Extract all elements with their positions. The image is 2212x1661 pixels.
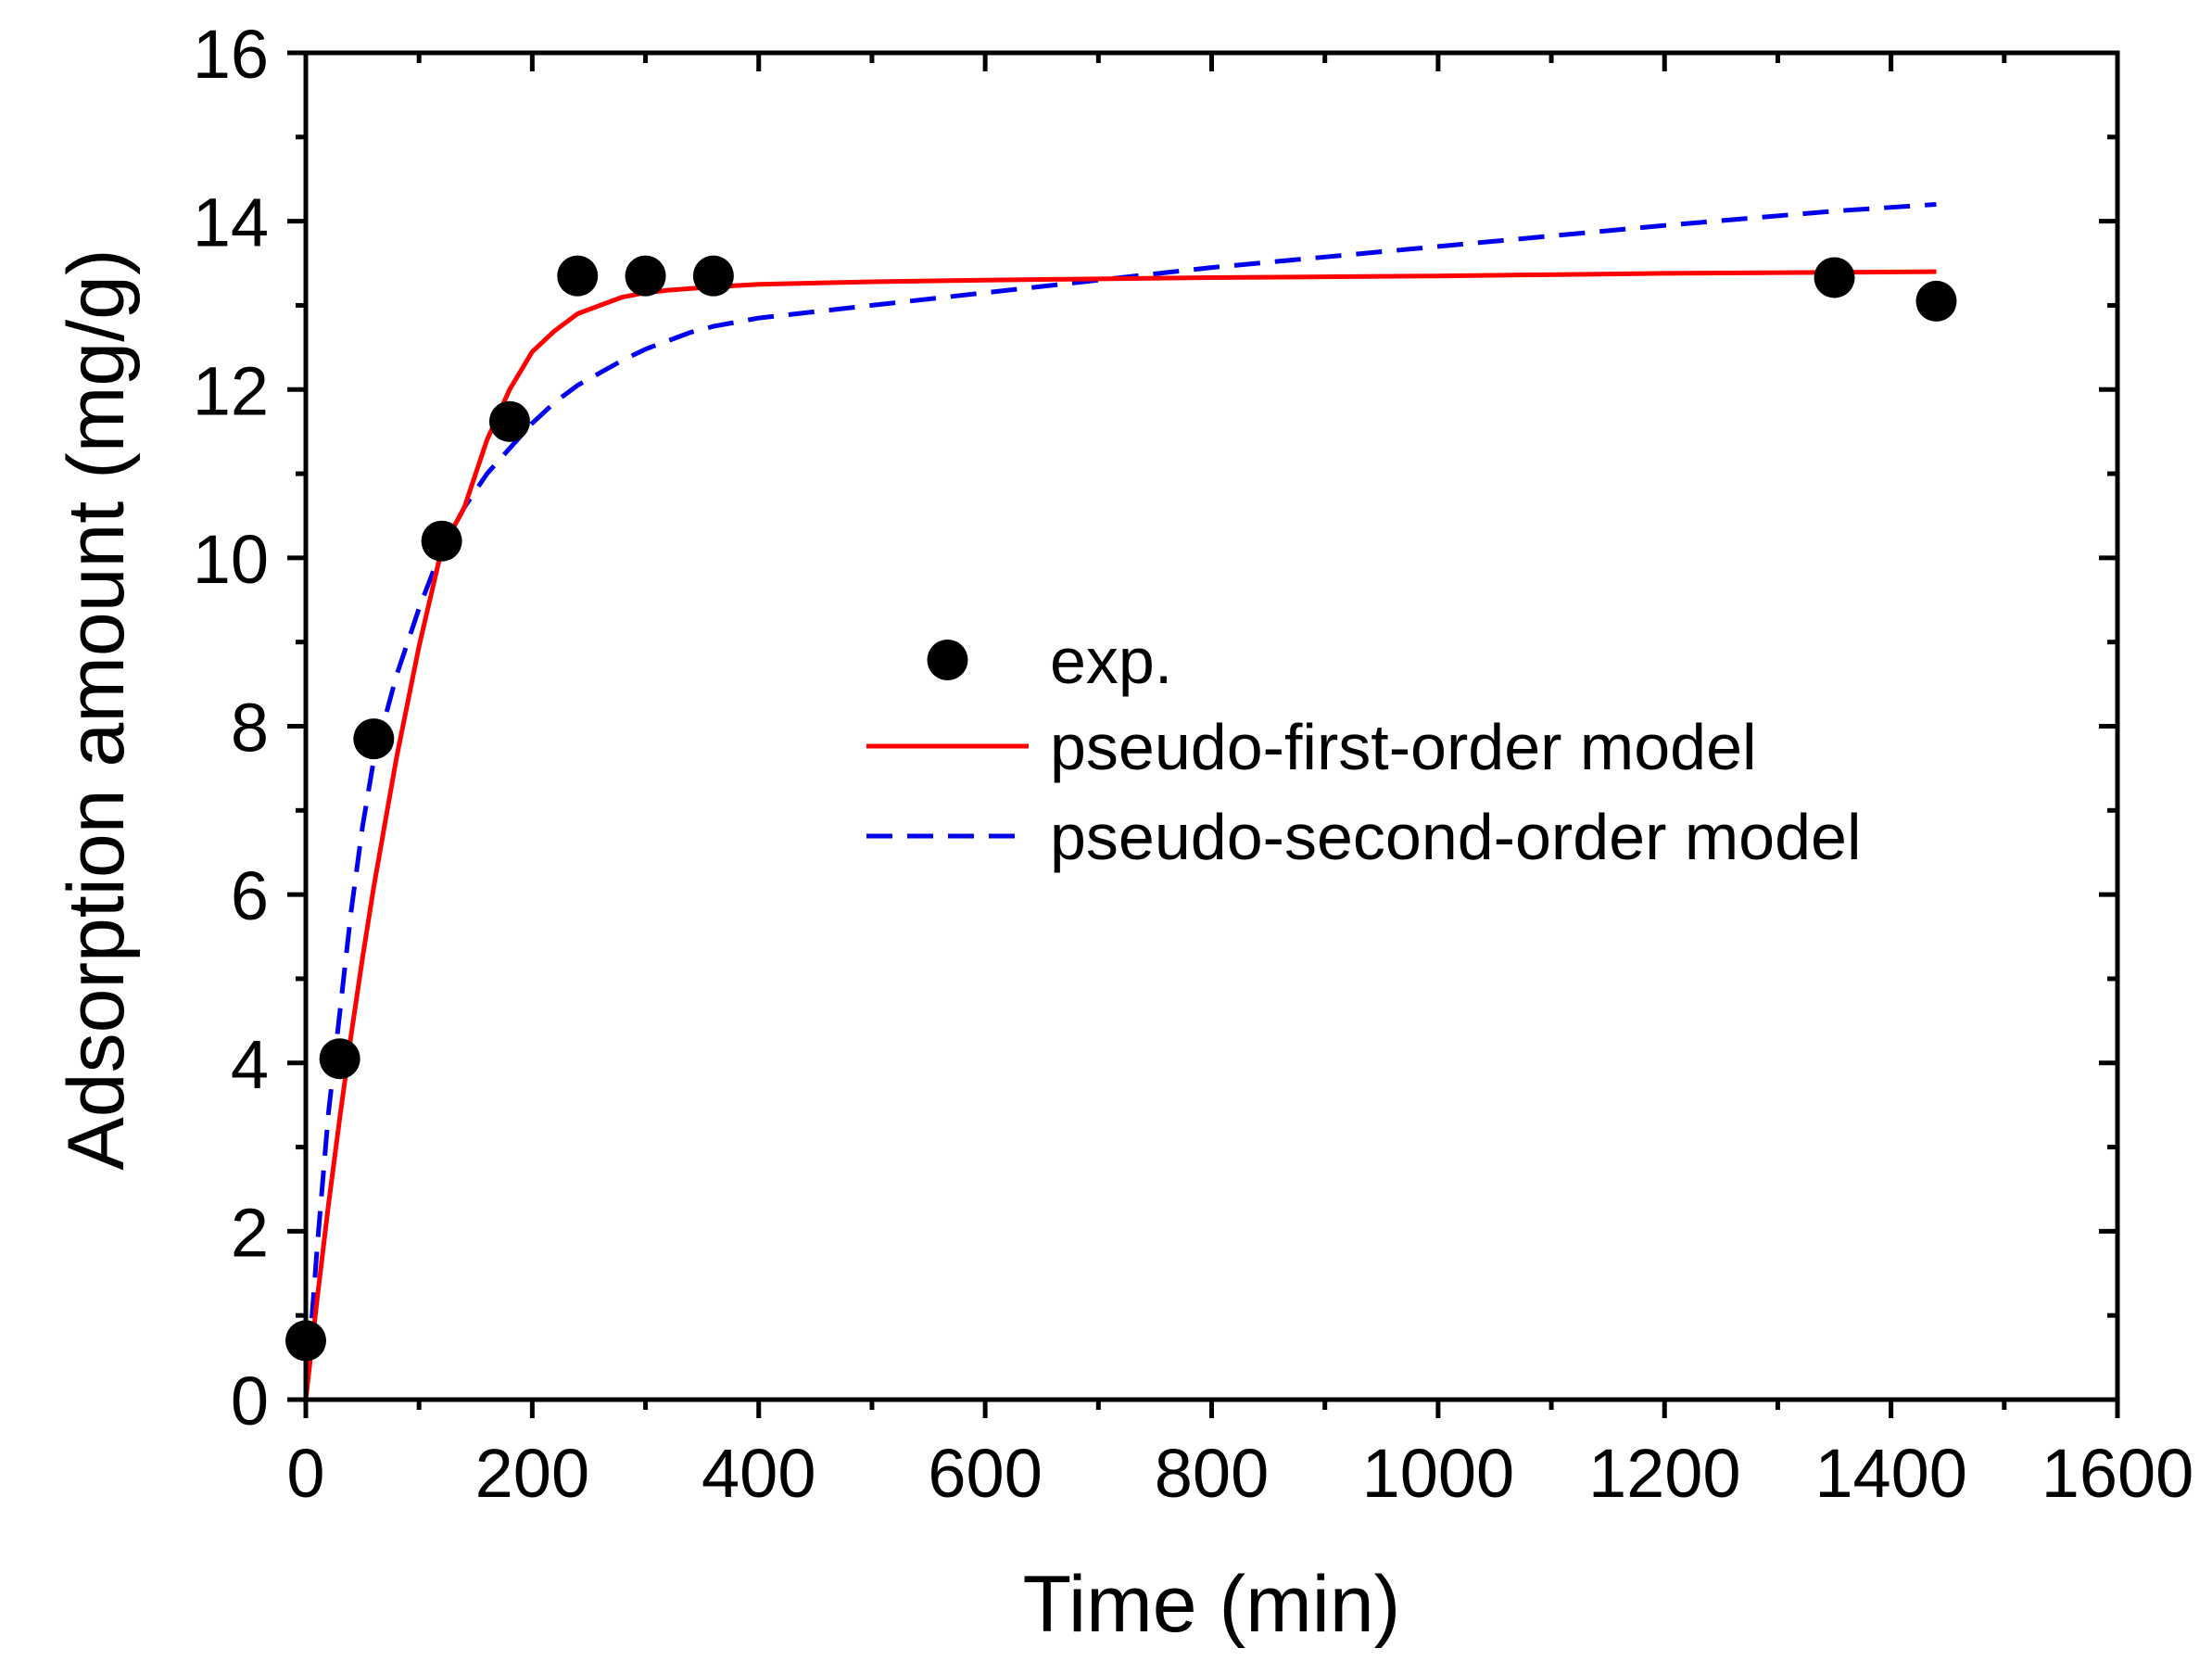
data-point-exp: [625, 255, 666, 297]
legend-label-pseudo-first-order: pseudo-first-order model: [1050, 711, 1757, 783]
data-point-exp: [488, 400, 530, 442]
data-point-exp: [353, 718, 395, 760]
x-tick-label: 0: [286, 1435, 324, 1512]
y-tick-label: 10: [193, 521, 269, 598]
data-point-exp: [319, 1038, 360, 1080]
legend-label-pseudo-second-order: pseudo-second-order model: [1050, 801, 1862, 873]
x-tick-label: 200: [475, 1435, 589, 1512]
legend: exp. pseudo-first-order model pseudo-sec…: [866, 625, 1862, 873]
data-point-exp: [1814, 257, 1855, 298]
data-point-exp: [1915, 280, 1957, 322]
legend-label-exp: exp.: [1050, 625, 1172, 697]
x-tick-label: 800: [1155, 1435, 1269, 1512]
ticks-layer: 0 200 400 600 800 1000 1200 1400 1600 0 2 4 6 8 10 12 14…: [193, 16, 2194, 1512]
data-point-exp: [557, 255, 599, 297]
x-tick-label: 1600: [2041, 1435, 2194, 1512]
y-tick-label: 2: [231, 1194, 269, 1271]
y-axis-title: Adsorption amount (mg/g): [52, 248, 141, 1170]
data-point-exp: [692, 255, 734, 297]
series-line-pseudo-first-order: [303, 269, 1937, 1401]
x-tick-label: 1200: [1588, 1435, 1741, 1512]
y-tick-label: 14: [193, 184, 269, 261]
series-line-pseudo-second-order: [303, 202, 1937, 1401]
y-tick-label: 0: [231, 1363, 269, 1439]
marks-layer: [285, 202, 1957, 1401]
y-tick-label: 6: [231, 857, 269, 934]
x-axis-title: Time (min): [1023, 1560, 1401, 1649]
data-point-exp: [421, 520, 462, 562]
y-tick-label: 12: [193, 352, 269, 429]
y-tick-label: 16: [193, 16, 269, 93]
x-tick-label: 600: [928, 1435, 1042, 1512]
x-tick-label: 1000: [1362, 1435, 1515, 1512]
x-tick-label: 400: [702, 1435, 815, 1512]
y-tick-label: 8: [231, 690, 269, 767]
y-tick-label: 4: [231, 1026, 269, 1103]
legend-marker-exp: [927, 640, 968, 680]
x-tick-label: 1400: [1814, 1435, 1967, 1512]
